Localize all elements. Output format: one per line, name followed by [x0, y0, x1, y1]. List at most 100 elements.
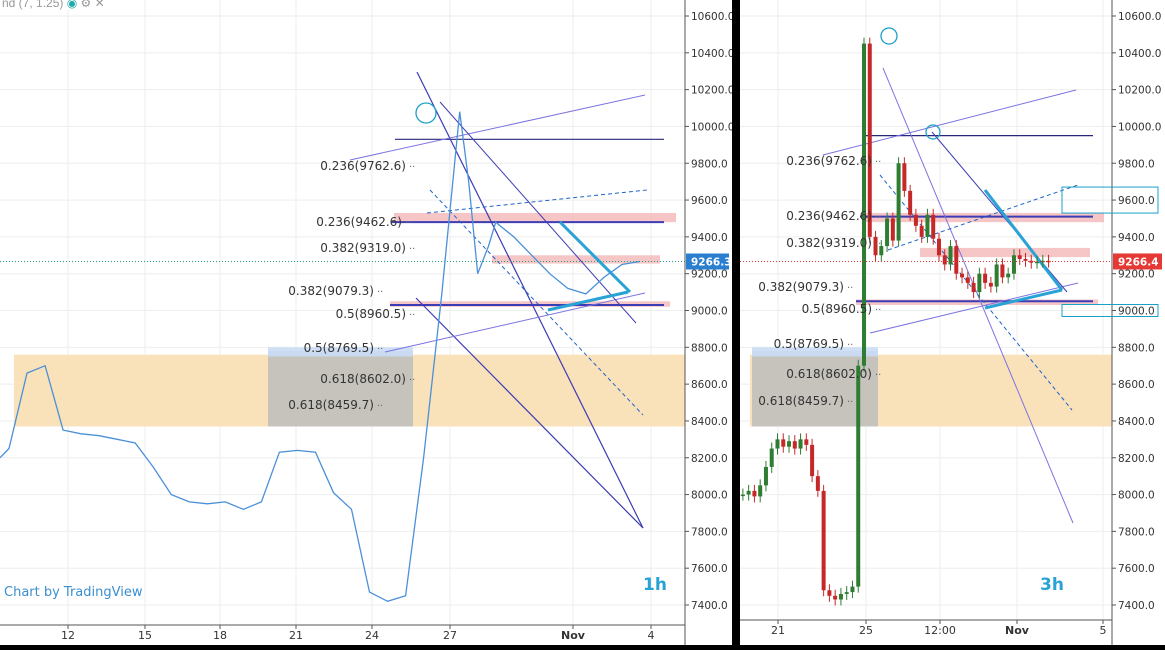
y-tick-label: 8200.0: [1118, 453, 1155, 465]
candle-body: [850, 586, 855, 593]
x-tick-label: 5: [1100, 624, 1107, 637]
y-tick-label: 9400.0: [691, 232, 728, 244]
eye-icon[interactable]: ◉: [66, 0, 78, 10]
fib-label-dots: ··: [875, 370, 881, 381]
triangle-line: [558, 220, 632, 294]
fib-label-dots: ··: [409, 162, 415, 173]
highlight-circle: [925, 124, 941, 140]
candle-body: [983, 273, 988, 283]
y-tick-label: 8600.0: [691, 379, 728, 391]
y-tick-label: 7400.0: [691, 600, 728, 612]
y-tick-label: 10200.0: [1118, 85, 1161, 97]
candle-body: [931, 214, 936, 239]
candle-body: [1040, 260, 1045, 263]
dashed-line: [887, 184, 1079, 251]
candle-body: [885, 218, 890, 247]
triangle-line: [984, 288, 1063, 310]
y-tick-label: 9400.0: [1118, 232, 1155, 244]
price-box: [1061, 186, 1159, 214]
y-tick-label: 10400.0: [1118, 48, 1161, 60]
triangle-line: [547, 290, 629, 312]
fib-label-dots: ··: [409, 244, 415, 255]
candle-body: [856, 365, 861, 587]
fib-label-dots: ··: [377, 344, 383, 355]
price-axis: [1112, 0, 1165, 645]
y-tick-label: 8000.0: [691, 490, 728, 502]
trend-line: [439, 101, 637, 324]
candle-body: [815, 476, 820, 491]
y-tick-label: 9200.0: [1118, 269, 1155, 281]
candle-body: [919, 225, 924, 237]
candle-body: [827, 590, 832, 596]
candle-body: [908, 190, 913, 215]
fib-label-dots: ··: [405, 218, 411, 229]
close-icon[interactable]: ✕: [94, 0, 105, 10]
triangle-line: [983, 189, 1064, 291]
candle-body: [758, 485, 763, 497]
current-price-label: 9266.3: [691, 256, 732, 268]
candle-body: [879, 246, 884, 256]
fib-label-dots: ··: [377, 401, 383, 412]
trend-line: [869, 282, 1079, 334]
gear-icon[interactable]: ⚙: [80, 0, 92, 10]
y-tick-label: 7600.0: [1118, 563, 1155, 575]
candle-body: [804, 439, 809, 445]
candle-body: [862, 43, 866, 366]
candle-body: [994, 264, 999, 287]
fib-label-dots: ··: [377, 287, 383, 298]
fib-label-dots: ··: [875, 157, 881, 168]
candle-body: [977, 273, 982, 293]
candle-body: [1006, 273, 1011, 278]
fib-label: 0.618(8459.7): [288, 398, 374, 412]
fib-label: 0.236(9762.6): [786, 154, 872, 168]
y-tick-label: 10600.0: [691, 11, 734, 23]
highlight-circle: [880, 27, 898, 45]
timeframe-label: 3h: [1040, 575, 1064, 595]
y-tick-label: 9800.0: [1118, 158, 1155, 170]
candle-body: [960, 273, 965, 278]
fib-box-top: [268, 347, 413, 357]
trend-line: [384, 292, 646, 353]
current-price-badge: [686, 253, 729, 270]
candle-body: [810, 444, 815, 477]
fib-box-top: [752, 347, 878, 357]
fib-label-dots: ··: [875, 212, 881, 223]
y-tick-label: 8000.0: [1118, 490, 1155, 502]
candle-body: [942, 255, 947, 265]
highlight-circle: [415, 102, 437, 124]
y-tick-label: 7800.0: [691, 526, 728, 538]
x-tick-label: 12: [61, 629, 75, 642]
zone-pink: [920, 247, 1090, 258]
x-tick-label: 27: [443, 629, 457, 642]
y-tick-label: 7400.0: [1118, 600, 1155, 612]
candle-body: [902, 163, 907, 191]
fib-label-dots: ··: [847, 397, 853, 408]
indicator-legend[interactable]: nd (7, 1.25) ◉ ⚙ ✕: [2, 0, 105, 10]
candle-body: [763, 466, 768, 486]
fib-label: 0.382(9079.3): [758, 280, 844, 294]
fib-label: 0.236(9762.6): [320, 159, 406, 173]
fib-label: 0.236(9462.6): [786, 209, 872, 223]
x-tick-label: Nov: [1005, 624, 1030, 637]
fib-label: 0.236(9462.6): [316, 215, 402, 229]
candle-body: [752, 490, 757, 497]
candle-body: [787, 441, 792, 447]
fib-box: [268, 350, 413, 427]
trend-line: [416, 71, 644, 529]
candle-body: [890, 218, 895, 241]
watermark: Chart by TradingView: [4, 585, 143, 600]
fib-label: 0.382(9319.0): [320, 241, 406, 255]
chart-panel-1h: 0.236(9762.6) ··0.236(9462.6) ··0.382(9319…: [0, 0, 734, 645]
candle-body: [798, 439, 803, 449]
candle-body: [873, 236, 878, 256]
y-tick-label: 9600.0: [1118, 195, 1155, 207]
y-tick-label: 10000.0: [1118, 121, 1161, 133]
x-tick-label: 21: [289, 629, 303, 642]
panel-background: [0, 0, 732, 645]
y-tick-label: 9600.0: [691, 195, 728, 207]
candle-body: [775, 439, 780, 449]
candle-body: [769, 448, 774, 467]
price-line: [0, 111, 641, 602]
dashed-line: [426, 189, 648, 214]
dashed-line: [429, 189, 644, 416]
